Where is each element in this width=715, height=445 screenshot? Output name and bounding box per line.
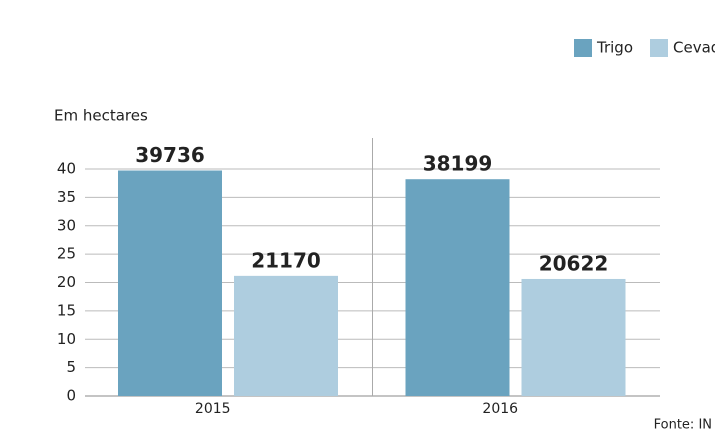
legend-swatch bbox=[650, 39, 668, 57]
y-tick-label: 0 bbox=[66, 387, 76, 405]
legend-label: Cevad bbox=[673, 39, 715, 57]
bar bbox=[521, 278, 626, 396]
value-label: 21170 bbox=[251, 248, 321, 272]
bar bbox=[118, 170, 222, 396]
y-tick-label: 40 bbox=[57, 160, 76, 178]
subtitle: Em hectares bbox=[54, 107, 148, 125]
bar bbox=[405, 179, 510, 396]
legend-label: Trigo bbox=[596, 39, 633, 57]
x-tick-label: 2015 bbox=[195, 401, 231, 417]
value-label: 38199 bbox=[423, 152, 493, 176]
value-label: 20622 bbox=[539, 251, 609, 275]
legend-swatch bbox=[574, 39, 592, 57]
y-tick-label: 20 bbox=[57, 273, 76, 291]
y-tick-label: 30 bbox=[57, 216, 76, 234]
bar bbox=[234, 275, 338, 396]
y-tick-label: 5 bbox=[66, 358, 76, 376]
y-tick-label: 35 bbox=[57, 188, 76, 206]
y-tick-label: 10 bbox=[57, 330, 76, 348]
value-label: 39736 bbox=[135, 143, 205, 167]
source: Fonte: IN bbox=[654, 418, 712, 433]
y-tick-label: 25 bbox=[57, 245, 76, 263]
x-tick-label: 2016 bbox=[482, 401, 518, 417]
y-tick-label: 15 bbox=[57, 301, 76, 319]
